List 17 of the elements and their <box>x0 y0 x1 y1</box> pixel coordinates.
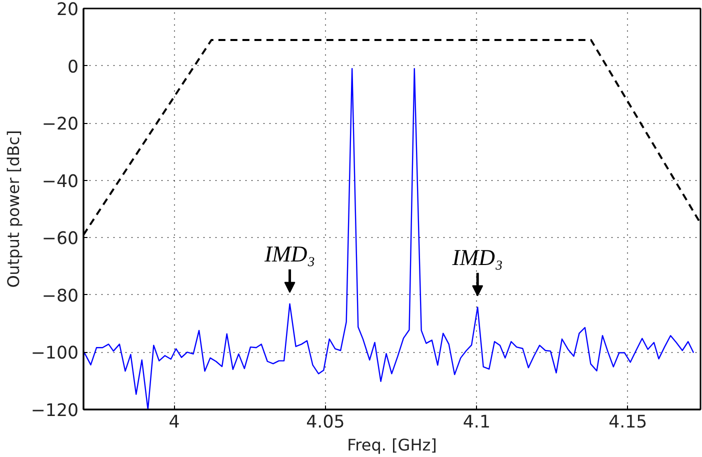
line-series <box>84 68 694 410</box>
y-tick-label: −20 <box>42 114 79 135</box>
y-tick-label: −120 <box>30 401 78 421</box>
y-tick-label: 0 <box>67 57 79 78</box>
x-tick-label: 4.15 <box>608 412 648 432</box>
x-tick-label: 4.1 <box>462 412 490 432</box>
y-tick-label: −40 <box>42 172 79 192</box>
x-axis-title: Freq. [GHz] <box>347 436 437 454</box>
y-tick-label: −60 <box>42 229 79 250</box>
x-tick-label: 4.05 <box>306 412 345 432</box>
annotation: IMD₃ <box>451 245 503 270</box>
annotation: IMD₃ <box>263 242 316 267</box>
y-tick-label: −100 <box>30 344 78 364</box>
x-tick-label: 4 <box>168 412 180 432</box>
y-tick-label: 20 <box>56 0 79 20</box>
y-axis-title: Output power [dBc] <box>4 130 23 288</box>
y-tick-label: −80 <box>42 286 79 306</box>
